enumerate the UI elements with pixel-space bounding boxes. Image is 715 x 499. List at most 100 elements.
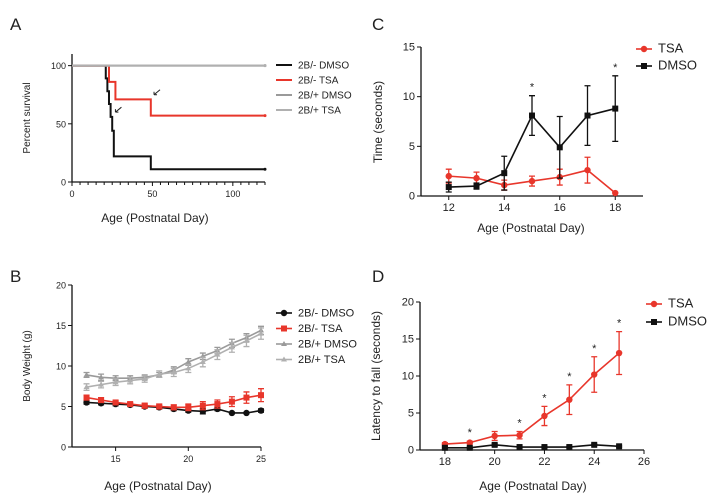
arrow-annotation xyxy=(114,106,122,113)
marker-triangle xyxy=(98,381,105,387)
legend-item: TSA xyxy=(646,296,694,311)
y-axis-label: Time (seconds) xyxy=(371,81,385,163)
marker-circle xyxy=(591,371,598,378)
y-axis-label: Latency to fall (seconds) xyxy=(369,311,383,441)
significance-asterisk: * xyxy=(468,427,473,439)
marker-triangle xyxy=(83,371,90,377)
censor-mark xyxy=(263,64,267,68)
survival-line xyxy=(72,64,265,171)
legend-item: 2B/- DMSO xyxy=(276,61,349,72)
significance-asterisk: * xyxy=(517,418,522,430)
marker-square xyxy=(156,403,163,410)
legend-label: TSA xyxy=(668,296,694,311)
series-2b-tsa xyxy=(72,64,267,118)
marker-square xyxy=(616,443,623,450)
marker-triangle xyxy=(228,344,235,350)
legend-label: 2B/+ DMSO xyxy=(298,91,352,102)
marker-square xyxy=(199,402,206,409)
marker-circle xyxy=(650,300,658,308)
marker-triangle xyxy=(98,374,105,380)
legend-item: 2B/+ TSA xyxy=(276,106,341,117)
y-tick-label: 0 xyxy=(409,191,415,203)
marker-triangle xyxy=(185,358,192,364)
marker-circle xyxy=(640,45,648,53)
y-tick-label: 20 xyxy=(402,297,414,309)
marker-square xyxy=(641,63,647,69)
panel-b: B 15 20 25 0 5 10 15 20 Age (Postnatal Day) Body W… xyxy=(10,267,357,493)
series-2b-dmso xyxy=(72,64,267,171)
marker-triangle xyxy=(243,337,250,343)
marker-triangle xyxy=(258,330,264,336)
legend-item: DMSO xyxy=(646,314,707,329)
marker-square xyxy=(228,398,235,405)
marker-square xyxy=(214,401,221,408)
legend-label: DMSO xyxy=(668,314,707,329)
panel-label: D xyxy=(372,267,384,286)
marker-triangle xyxy=(281,341,287,346)
marker-square xyxy=(185,404,192,411)
marker-circle xyxy=(612,189,619,197)
x-tick-label: 22 xyxy=(538,456,550,468)
marker-circle xyxy=(615,349,623,357)
y-tick-label: 0 xyxy=(408,445,414,457)
censor-mark xyxy=(263,114,267,118)
y-tick-label: 5 xyxy=(408,408,414,420)
x-tick-label: 12 xyxy=(443,202,455,214)
legend-item: TSA xyxy=(636,41,684,56)
marker-triangle xyxy=(214,351,221,357)
y-tick-label: 10 xyxy=(402,371,414,383)
x-tick-label: 14 xyxy=(498,202,510,214)
censor-mark xyxy=(263,167,267,171)
marker-square xyxy=(141,402,148,409)
marker-square xyxy=(445,184,452,191)
arrow-annotation xyxy=(153,89,161,96)
marker-circle xyxy=(528,177,536,185)
marker-circle xyxy=(541,412,548,420)
marker-circle xyxy=(473,174,480,182)
marker-circle xyxy=(566,396,573,403)
y-axis-label: Percent survival xyxy=(22,82,33,153)
series-dmso xyxy=(441,441,623,451)
x-axis-label: Age (Postnatal Day) xyxy=(479,479,586,493)
marker-triangle xyxy=(112,379,119,385)
legend-item: 2B/+ DMSO xyxy=(276,91,352,102)
x-axis-label: Age (Postnatal Day) xyxy=(104,479,211,493)
marker-circle xyxy=(243,409,250,417)
y-tick-label: 0 xyxy=(61,178,66,188)
legend-label: 2B/- DMSO xyxy=(298,61,349,72)
x-tick-label: 50 xyxy=(147,189,157,199)
legend-label: 2B/- DMSO xyxy=(298,308,355,320)
marker-square xyxy=(170,404,177,411)
x-tick-label: 18 xyxy=(609,202,621,214)
panel-d: D 18 20 22 24 26 0 5 10 15 20 Age (Postnatal Day) La… xyxy=(369,267,707,493)
y-tick-label: 5 xyxy=(61,402,66,412)
x-tick-label: 25 xyxy=(256,454,266,464)
x-tick-label: 100 xyxy=(225,189,240,199)
marker-square xyxy=(243,394,250,401)
legend-item: 2B/- TSA xyxy=(276,323,343,335)
marker-triangle xyxy=(156,371,163,377)
marker-triangle xyxy=(127,377,134,383)
y-tick-label: 10 xyxy=(403,91,415,103)
marker-square xyxy=(281,325,287,332)
survival-line xyxy=(72,64,265,117)
y-tick-label: 15 xyxy=(403,42,415,54)
marker-circle xyxy=(214,405,221,413)
y-tick-label: 0 xyxy=(61,443,66,453)
significance-asterisk: * xyxy=(542,392,547,404)
marker-square xyxy=(127,401,134,408)
x-tick-label: 0 xyxy=(69,189,74,199)
marker-square xyxy=(591,441,598,448)
marker-circle xyxy=(445,172,452,180)
marker-square xyxy=(584,112,591,119)
x-axis-label: Age (Postnatal Day) xyxy=(477,221,584,235)
y-tick-label: 10 xyxy=(56,362,66,372)
series-2b-tsa xyxy=(83,327,264,391)
legend-label: 2B/- TSA xyxy=(298,76,339,87)
significance-asterisk: * xyxy=(530,82,535,94)
x-tick-label: 16 xyxy=(554,202,566,214)
marker-square xyxy=(501,170,508,177)
marker-triangle xyxy=(170,369,177,375)
legend-item: 2B/- DMSO xyxy=(276,308,355,320)
marker-circle xyxy=(516,432,523,439)
